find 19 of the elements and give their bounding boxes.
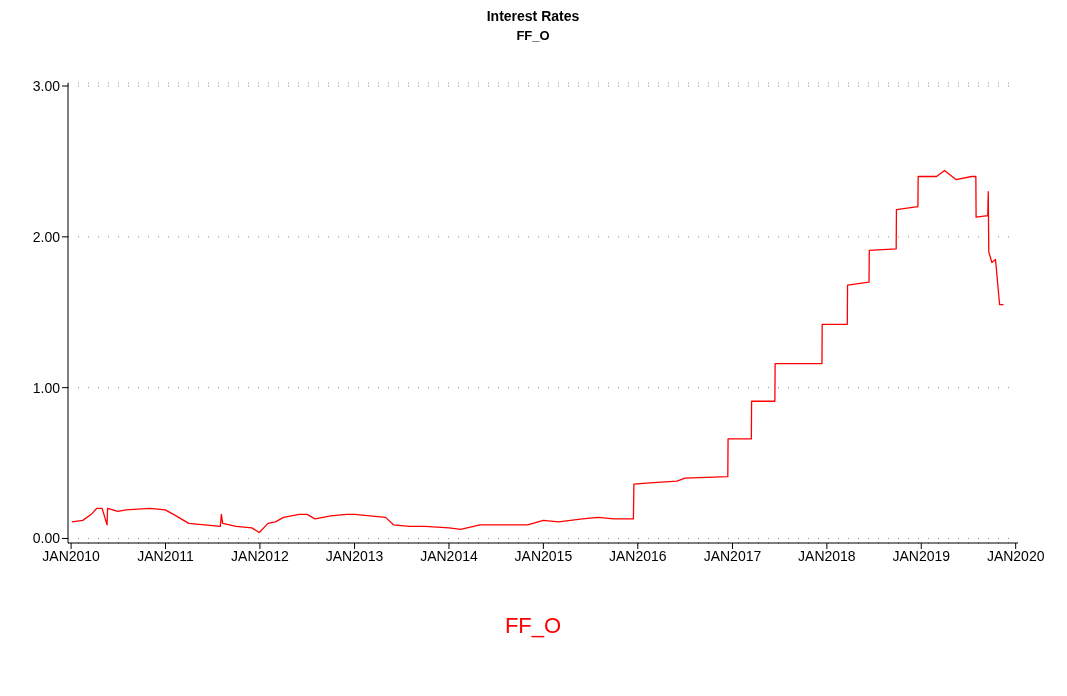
x-tick-label: JAN2011 (137, 547, 194, 564)
text: FF_O (504, 613, 562, 639)
y-tick-label: 1.00 (32, 379, 61, 396)
chart-title: Interest Rates (485, 8, 581, 24)
chart-subtitle: FF_O (515, 28, 551, 43)
y-tick-label: 2.00 (32, 228, 61, 245)
x-tick-label: JAN2015 (514, 547, 573, 564)
x-tick-label: JAN2019 (892, 547, 951, 564)
line-series (71, 169, 1005, 534)
x-tick-label: JAN2013 (325, 547, 384, 564)
x-tick-label: JAN2016 (609, 547, 667, 564)
x-tick-label: JAN2018 (798, 547, 856, 564)
x-tick-label: JAN2014 (420, 547, 478, 564)
x-tick-label: JAN2017 (703, 547, 762, 564)
x-tick-label: JAN2012 (231, 547, 289, 564)
y-tick-label: 0.00 (32, 530, 61, 547)
x-tick-label: JAN2010 (42, 547, 101, 564)
y-tick-label: 3.00 (32, 77, 61, 94)
x-tick-label: JAN2020 (986, 547, 1045, 564)
